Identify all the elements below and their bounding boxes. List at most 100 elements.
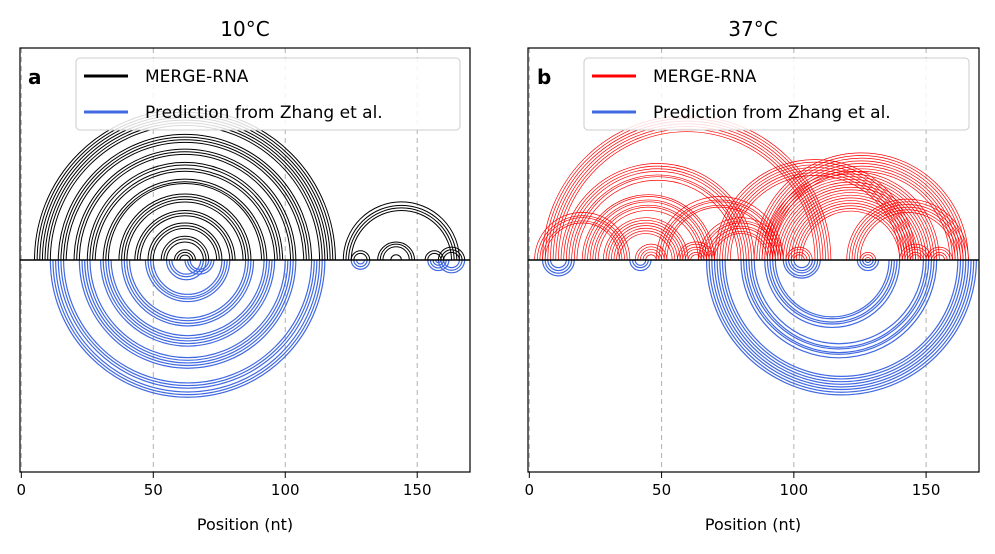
arc-below-1 [52,259,323,396]
arc-above-106 [928,249,951,261]
arc-above-25 [134,210,236,261]
arc-above-46 [440,249,463,261]
arc-below-21 [147,259,228,300]
arc-above-8 [536,215,628,261]
arc-above-58 [719,164,911,261]
tick-label-50: 50 [144,481,163,499]
arc-below-14 [107,259,268,339]
arc-above-23 [592,204,705,261]
arc-below-30 [793,259,811,269]
arc-above-104 [909,254,922,261]
arc-above-19 [581,194,715,261]
arc-above-33 [165,241,204,261]
arc-below-16 [742,259,935,355]
arc-above-63 [753,152,969,261]
arc-above-24 [126,201,244,261]
arc-below-15 [110,259,265,337]
arc-below-30 [350,259,371,270]
arc-above-89 [851,204,964,261]
panel-a-legend-label-0: MERGE-RNA [145,67,249,87]
tick-label-100: 100 [271,481,300,499]
arc-above-44 [427,252,442,261]
arc-above-1 [544,118,829,261]
arc-above-32 [618,233,673,261]
arc-below-13 [105,259,271,342]
arc-above-92 [859,212,956,261]
arc-below-11 [99,259,276,347]
arc-below-22 [766,259,898,325]
arc-below-14 [724,259,959,377]
arc-below-8 [708,259,975,393]
tick-label-0: 0 [17,481,27,499]
arc-below-11 [716,259,967,385]
panel-b-legend-label-1: Prediction from Zhang et al. [653,103,891,123]
arc-above-25 [597,210,699,261]
arc-above-43 [424,250,445,261]
arc-above-47 [706,225,776,261]
panel-b-title: 37°C [728,17,777,41]
arc-below-29 [189,259,210,270]
arc-above-12 [560,163,755,261]
arc-above-97 [859,252,877,261]
arc-above-75 [772,181,930,261]
arc-above-80 [785,194,916,261]
arc-above-23 [123,198,247,261]
arc-above-76 [774,184,927,261]
arc-below-1 [544,259,573,274]
arc-above-17 [573,176,742,261]
arc-below-2 [55,259,321,393]
arc-below-16 [121,259,255,327]
arc-below-23 [152,259,223,295]
arc-below-31 [856,259,880,272]
arc-below-9 [711,259,972,391]
tick-label-100: 100 [780,481,809,499]
arc-above-95 [790,252,808,261]
tick-label-50: 50 [652,481,671,499]
arc-below-37 [437,259,466,274]
arc-below-26 [782,259,821,279]
arc-below-27 [184,259,215,275]
arc-above-60 [724,169,906,261]
arc-below-38 [440,259,463,271]
panel-a-legend: MERGE-RNA Prediction from Zhang et al. [75,57,461,131]
arc-below-31 [353,259,368,268]
arc-above-17 [94,170,276,261]
arc-above-88 [849,201,967,261]
arc-above-15 [89,164,281,261]
arc-above-42 [390,254,402,261]
arc-above-54 [663,204,776,261]
arc-above-59 [722,167,908,261]
arc-above-79 [782,192,919,261]
arc-above-93 [785,246,813,261]
arc-above-48 [708,227,774,261]
arc-below-6 [78,259,297,369]
arc-above-14 [86,161,284,261]
arc-above-11 [544,222,620,261]
panel-a-x-ticks: 0 50 100 150 [17,472,432,499]
arc-above-29 [610,225,681,261]
panel-b-legend: MERGE-RNA Prediction from Zhang et al. [583,57,970,131]
arc-above-22 [121,196,249,261]
panel-a-label: a [28,65,42,89]
arc-above-20 [584,196,713,261]
arc-above-43 [690,254,702,261]
arc-above-66 [761,160,961,261]
arc-above-45 [437,246,466,261]
arc-above-38 [353,252,368,261]
arc-above-16 [92,168,278,261]
arc-above-22 [589,201,707,261]
arc-below-13 [721,259,962,380]
panel-b-axes-frame [527,47,980,473]
arc-above-28 [147,222,223,261]
panel-b-legend-box [583,57,970,131]
arc-above-21 [587,199,710,261]
arc-below-7 [81,259,294,367]
tick-label-0: 0 [525,481,535,499]
arc-below-2 [547,259,570,272]
arc-above-86 [801,210,900,261]
arc-below-29 [790,259,813,272]
panel-b-arcs-above [534,115,969,261]
arc-below-23 [769,259,895,323]
arc-above-49 [711,231,771,261]
